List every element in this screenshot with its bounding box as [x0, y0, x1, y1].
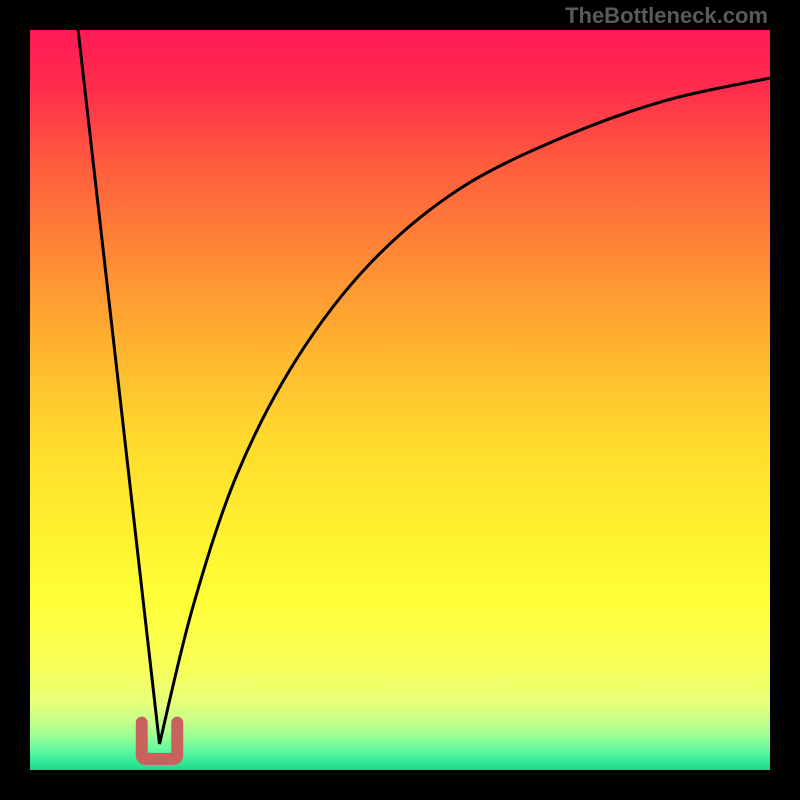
plot-area: [30, 30, 770, 770]
curve-overlay: [30, 30, 770, 770]
watermark-text: TheBottleneck.com: [565, 3, 768, 29]
curve-right-branch: [160, 78, 771, 744]
curve-left-branch: [78, 30, 159, 744]
outer-frame: TheBottleneck.com: [0, 0, 800, 800]
